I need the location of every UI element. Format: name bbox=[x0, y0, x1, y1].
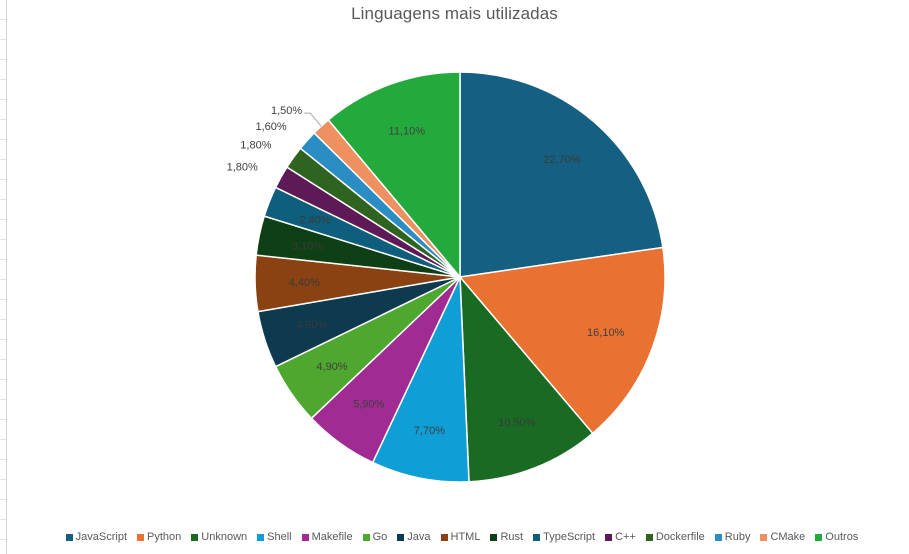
legend-swatch bbox=[490, 533, 498, 541]
legend-item-go[interactable]: Go bbox=[362, 531, 388, 543]
data-label-outros[interactable]: 11,10% bbox=[389, 126, 426, 138]
legend-item-html[interactable]: HTML bbox=[440, 531, 481, 543]
legend-item-unknown[interactable]: Unknown bbox=[191, 531, 247, 543]
legend-swatch bbox=[257, 533, 265, 541]
data-label-shell[interactable]: 7,70% bbox=[414, 425, 445, 437]
chart-legend[interactable]: JavaScript Python Unknown Shell Makefile Go Ja… bbox=[0, 531, 909, 543]
legend-item-javascript[interactable]: JavaScript bbox=[65, 531, 128, 543]
legend-label: HTML bbox=[450, 531, 481, 543]
data-label-java[interactable]: 4,50% bbox=[296, 320, 327, 332]
data-label-javascript[interactable]: 22,70% bbox=[543, 154, 581, 166]
legend-item-makefile[interactable]: Makefile bbox=[301, 531, 353, 543]
pie-slice-shell[interactable] bbox=[371, 276, 470, 483]
legend-swatch bbox=[301, 533, 309, 541]
leader-lines bbox=[304, 112, 322, 127]
legend-label: Unknown bbox=[201, 531, 248, 543]
data-label-ruby[interactable]: 1,60% bbox=[255, 121, 286, 133]
sheet-grid-edge bbox=[0, 0, 7, 554]
legend-swatch bbox=[397, 533, 405, 541]
legend-item-shell[interactable]: Shell bbox=[257, 531, 292, 543]
data-label-dockerfile[interactable]: 1,80% bbox=[240, 140, 271, 152]
legend-label: C++ bbox=[615, 531, 636, 543]
legend-label: Makefile bbox=[311, 531, 353, 543]
legend-swatch bbox=[815, 533, 823, 541]
data-label-html[interactable]: 4,40% bbox=[289, 277, 320, 289]
legend-item-rust[interactable]: Rust bbox=[490, 531, 523, 543]
legend-swatch bbox=[714, 533, 722, 541]
legend-swatch bbox=[137, 533, 145, 541]
leader-line-cmake bbox=[304, 112, 322, 127]
data-label-rust[interactable]: 3,10% bbox=[292, 240, 323, 252]
legend-label: CMake bbox=[770, 531, 806, 543]
data-label-unknown[interactable]: 10,50% bbox=[498, 417, 536, 429]
data-labels: 22,70% 16,10% 10,50% 7,70% 5,90% 4,90% 4,50% 4,… bbox=[227, 105, 625, 437]
chart-title[interactable]: Linguagens mais utilizadas bbox=[351, 4, 558, 23]
legend-label: Java bbox=[407, 531, 431, 543]
legend-label: Outros bbox=[825, 531, 859, 543]
legend-item-outros[interactable]: Outros bbox=[815, 531, 858, 543]
legend-label: JavaScript bbox=[75, 531, 128, 543]
legend-label: Dockerfile bbox=[655, 531, 705, 543]
legend-swatch bbox=[605, 533, 613, 541]
legend-item-ruby[interactable]: Ruby bbox=[714, 531, 751, 543]
pie-chart[interactable]: 22,70% 16,10% 10,50% 7,70% 5,90% 4,90% 4,50% 4,… bbox=[7, 0, 909, 554]
legend-swatch bbox=[440, 533, 448, 541]
legend-item-dockerfile[interactable]: Dockerfile bbox=[645, 531, 705, 543]
legend-swatch bbox=[362, 533, 370, 541]
pie-slice-outros[interactable] bbox=[327, 71, 461, 280]
legend-swatch bbox=[191, 533, 199, 541]
legend-item-typescript[interactable]: TypeScript bbox=[533, 531, 595, 543]
data-label-python[interactable]: 16,10% bbox=[587, 327, 625, 339]
legend-label: Ruby bbox=[724, 531, 751, 543]
legend-item-c-[interactable]: C++ bbox=[605, 531, 636, 543]
data-label-cmake[interactable]: 1,50% bbox=[271, 105, 302, 117]
pie-slice-unknown[interactable] bbox=[459, 274, 594, 483]
chart-area[interactable]: 22,70% 16,10% 10,50% 7,70% 5,90% 4,90% 4,50% 4,… bbox=[7, 0, 909, 554]
data-label-c-[interactable]: 1,80% bbox=[227, 161, 258, 173]
legend-label: TypeScript bbox=[543, 531, 596, 543]
legend-label: Python bbox=[147, 531, 182, 543]
data-label-go[interactable]: 4,90% bbox=[316, 361, 347, 373]
pie-slice-python[interactable] bbox=[458, 246, 666, 435]
pie-slice-javascript[interactable] bbox=[459, 71, 664, 278]
legend-label: Go bbox=[372, 531, 388, 543]
legend-swatch bbox=[533, 533, 541, 541]
legend-label: Rust bbox=[500, 531, 524, 543]
legend-swatch bbox=[65, 533, 73, 541]
legend-swatch bbox=[760, 533, 768, 541]
legend-swatch bbox=[645, 533, 653, 541]
legend-item-java[interactable]: Java bbox=[397, 531, 431, 543]
data-label-typescript[interactable]: 2,40% bbox=[299, 215, 330, 227]
data-label-makefile[interactable]: 5,90% bbox=[353, 398, 384, 410]
legend-item-python[interactable]: Python bbox=[137, 531, 181, 543]
legend-label: Shell bbox=[267, 531, 292, 543]
pie-slices bbox=[254, 71, 666, 483]
legend-item-cmake[interactable]: CMake bbox=[760, 531, 805, 543]
